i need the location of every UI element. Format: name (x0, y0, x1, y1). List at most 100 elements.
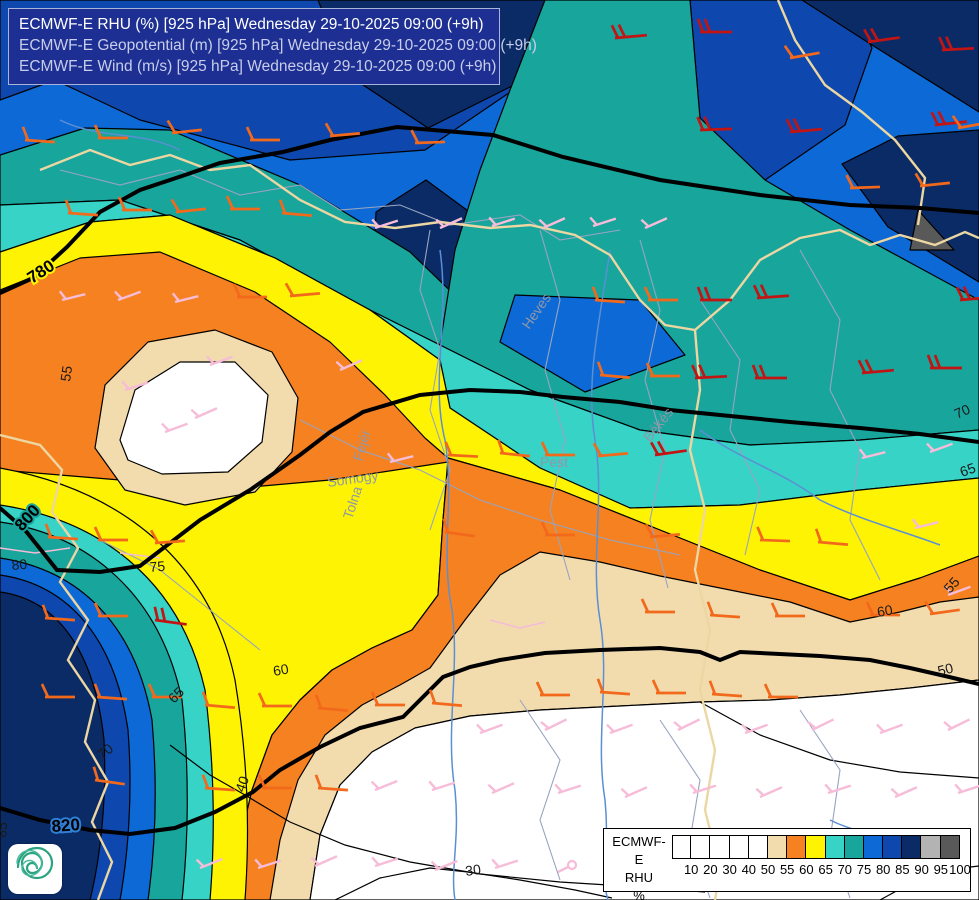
wind-barb (93, 602, 128, 618)
wind-barb (314, 774, 349, 792)
wind-barb (370, 691, 405, 707)
rivers (59, 119, 951, 900)
rh-contour-label: 30 (464, 861, 482, 879)
wind-barb (284, 282, 321, 298)
wind-barb (195, 857, 223, 870)
legend-cell-10 (672, 835, 692, 859)
legend-color-scale (672, 835, 960, 859)
wind-barb (557, 859, 578, 874)
wind-barb (58, 290, 86, 302)
rh-contour-label: 40 (232, 774, 252, 794)
rh-region-75-80-gap (499, 294, 686, 393)
wind-barb (706, 601, 741, 619)
wind-barb (943, 718, 971, 732)
title-box: ECMWF-E RHU (%) [925 hPa] Wednesday 29-1… (8, 8, 537, 85)
legend-threshold: 30 (722, 862, 737, 877)
wind-barb (324, 122, 361, 138)
wind-barb (444, 441, 479, 458)
wind-barb (755, 786, 783, 799)
wind-barb (254, 858, 282, 870)
title-line-geopotential: ECMWF-E Geopotential (m) [925 hPa] Wedne… (19, 37, 537, 54)
legend-cell-30 (710, 835, 730, 859)
legend-cell-60 (787, 835, 807, 859)
wind-barb (876, 723, 903, 735)
wind-barb (487, 782, 515, 795)
wind-barb (310, 855, 338, 868)
wind-barb (807, 718, 835, 732)
title-line-wind: ECMWF-E Wind (m/s) [925 hPa] Wednesday 2… (19, 58, 497, 75)
wind-barb (93, 526, 128, 542)
wind-barb (257, 774, 292, 790)
wind-barb (610, 24, 647, 40)
wind-barb (858, 448, 886, 460)
wind-barb (64, 199, 99, 217)
geopotential-780-line (0, 124, 979, 295)
legend-threshold-labels: 10 20 30 40 50 55 60 65 70 75 80 85 90 95 100 (672, 862, 971, 878)
rh-contour-label: 70 (952, 401, 973, 422)
wind-barb (335, 359, 363, 372)
wind-barb (92, 766, 125, 786)
wind-barb (93, 683, 128, 701)
wind-barb (170, 198, 206, 214)
legend-text: ECMWF-E RHU % (608, 833, 670, 900)
legend-threshold: 70 (837, 862, 853, 877)
legend-threshold: 40 (741, 862, 757, 877)
county-label: Pest (540, 454, 568, 470)
legend-threshold: 85 (895, 862, 910, 877)
county-label: Somogy (326, 467, 379, 490)
wind-barb (491, 858, 519, 870)
wind-barb (93, 124, 128, 140)
geopotential-800-line (0, 387, 979, 575)
wind-barb (540, 718, 568, 732)
wind-barb (149, 529, 186, 545)
wind-barb (166, 119, 202, 135)
wind-barb (592, 442, 629, 458)
wind-barb (914, 172, 950, 188)
wind-barb (924, 600, 960, 616)
wind-barb (442, 518, 475, 538)
wind-barb (890, 786, 918, 799)
legend-cell-20 (691, 835, 711, 859)
spiral-logo-icon (16, 846, 54, 880)
geopotential-820-line (0, 645, 979, 837)
wind-barb (596, 678, 631, 696)
wind-barb (955, 286, 979, 302)
wind-barb (689, 783, 717, 795)
legend-threshold: 95 (933, 862, 949, 877)
legend-cell-95 (921, 835, 941, 859)
wind-barb (606, 723, 633, 735)
wind-barb (201, 774, 236, 792)
wind-barb (21, 126, 56, 144)
wind-barb (752, 284, 790, 300)
wind-barb (171, 292, 199, 304)
wind-barb (954, 783, 979, 795)
wind-barb (190, 407, 218, 420)
wind-barb (926, 442, 953, 454)
legend-cell-50 (748, 835, 768, 859)
wind-barb (857, 359, 894, 375)
wind-barb (370, 779, 398, 792)
wind-barb (640, 598, 675, 614)
county-borders (59, 169, 881, 899)
rh-contour-label: 50 (936, 660, 955, 679)
wind-barb (371, 218, 399, 230)
legend-unit: % (633, 888, 645, 900)
legend-threshold: 10 (683, 862, 699, 877)
wind-barb (944, 585, 971, 597)
wind-barb (640, 217, 668, 230)
wind-barb (314, 694, 349, 712)
legend-cell-65 (806, 835, 826, 859)
wind-barb (756, 526, 791, 543)
legend-cell-70 (825, 835, 845, 859)
wind-barb (696, 116, 733, 132)
wind-barb (865, 601, 900, 617)
wind-barb (232, 283, 267, 299)
wind-barb (845, 174, 881, 190)
wind-barb (783, 44, 820, 60)
app-logo (8, 844, 62, 894)
rh-region-85-90-sw (0, 591, 106, 900)
wind-barb (930, 110, 967, 127)
legend-threshold: 60 (799, 862, 814, 877)
